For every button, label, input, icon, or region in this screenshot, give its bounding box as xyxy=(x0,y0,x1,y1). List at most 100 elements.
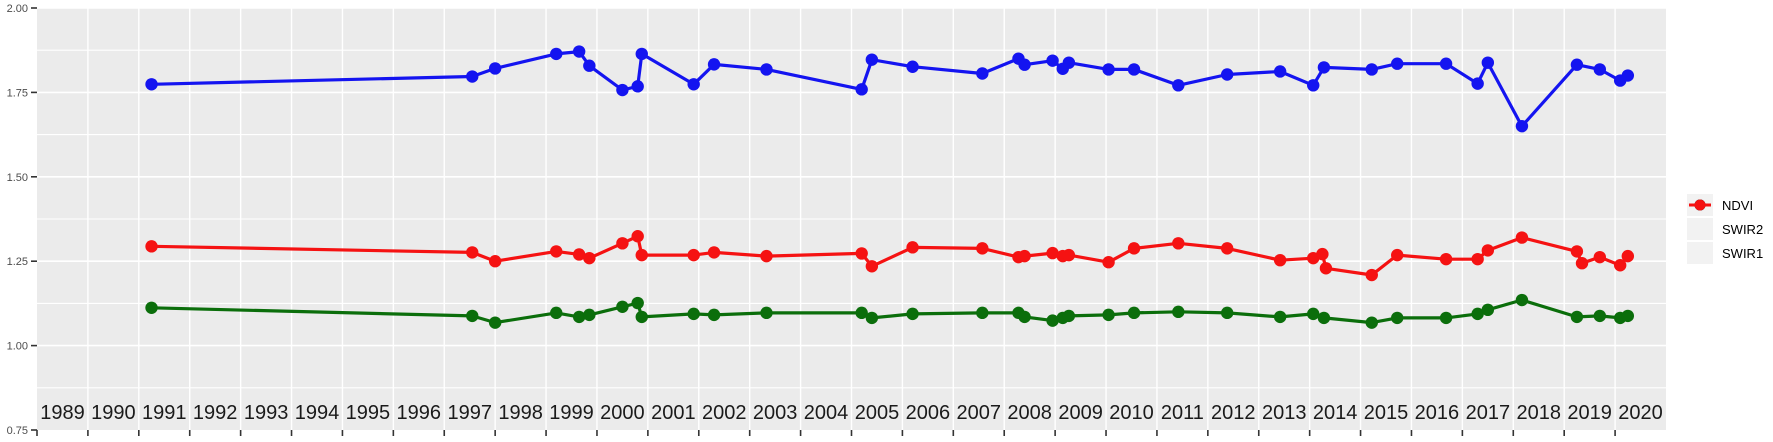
data-point-SWIR2 xyxy=(1481,303,1495,317)
data-point-SWIR1 xyxy=(1316,247,1329,261)
data-point-SWIR1 xyxy=(865,260,879,273)
x-axis-label: 2001 xyxy=(651,402,696,424)
data-point-SWIR2 xyxy=(1391,311,1404,325)
data-point-SWIR2 xyxy=(906,307,919,321)
data-point-SWIR2 xyxy=(976,306,989,320)
data-point-SWIR2 xyxy=(550,306,563,320)
data-point-SWIR1 xyxy=(1127,242,1141,255)
y-axis-label: 2.00 xyxy=(7,3,28,15)
data-point-SWIR1 xyxy=(1471,252,1484,266)
data-point-SWIR1 xyxy=(1439,252,1453,266)
data-point-SWIR2 xyxy=(760,306,773,320)
data-point-SWIR2 xyxy=(1471,307,1484,321)
y-axis-label: 1.75 xyxy=(7,87,28,99)
data-point-SWIR1 xyxy=(550,245,563,258)
data-point-SWIR1 xyxy=(687,248,700,262)
data-point-SWIR1 xyxy=(760,249,773,263)
x-axis-label: 1995 xyxy=(346,402,391,424)
x-axis-label: 1991 xyxy=(142,402,187,424)
y-axis-label: 0.75 xyxy=(7,425,28,437)
data-point-SWIR1 xyxy=(855,247,868,260)
data-point-SWIR2 xyxy=(865,311,879,325)
data-point-NDVI xyxy=(1273,65,1287,78)
data-point-NDVI xyxy=(1515,119,1529,133)
data-point-NDVI xyxy=(583,59,596,72)
data-point-NDVI xyxy=(1471,77,1484,90)
data-point-SWIR2 xyxy=(855,306,868,320)
y-axis-label: 1.50 xyxy=(7,172,28,184)
data-point-NDVI xyxy=(1102,63,1115,76)
legend-key-icon-SWIR2 xyxy=(1687,199,1713,240)
x-axis-label: 2009 xyxy=(1058,402,1103,424)
data-point-NDVI xyxy=(1172,79,1185,92)
x-axis-label: 2013 xyxy=(1262,402,1307,424)
data-point-SWIR2 xyxy=(616,300,629,313)
data-point-SWIR1 xyxy=(488,255,502,268)
data-point-NDVI xyxy=(466,70,479,83)
data-point-SWIR1 xyxy=(1481,244,1495,257)
data-point-SWIR1 xyxy=(707,246,721,259)
data-point-SWIR2 xyxy=(1046,314,1059,327)
data-point-NDVI xyxy=(1127,63,1141,76)
data-point-NDVI xyxy=(906,60,919,73)
legend-label-SWIR1: SWIR1 xyxy=(1722,245,1764,261)
data-point-NDVI xyxy=(145,78,158,91)
data-point-SWIR1 xyxy=(466,246,479,259)
data-point-NDVI xyxy=(855,83,868,96)
data-point-SWIR2 xyxy=(631,296,644,310)
x-axis-label: 1992 xyxy=(193,402,238,424)
data-point-NDVI xyxy=(1570,58,1584,71)
data-point-SWIR1 xyxy=(635,248,648,262)
data-point-SWIR1 xyxy=(1172,237,1185,250)
data-point-SWIR1 xyxy=(1319,262,1333,275)
x-axis-label: 2005 xyxy=(855,402,900,424)
x-axis-label: 1996 xyxy=(397,402,442,424)
data-point-SWIR2 xyxy=(145,301,158,314)
x-axis-label: 1993 xyxy=(244,402,289,424)
data-point-SWIR2 xyxy=(572,310,586,324)
legend-label-SWIR2: SWIR2 xyxy=(1722,221,1764,237)
data-point-SWIR2 xyxy=(1062,309,1076,323)
data-point-NDVI xyxy=(1018,58,1031,71)
data-point-SWIR1 xyxy=(1575,257,1589,270)
data-point-SWIR1 xyxy=(616,237,629,250)
data-point-SWIR1 xyxy=(1391,248,1404,262)
data-point-SWIR2 xyxy=(1172,305,1185,319)
x-axis-label: 2006 xyxy=(906,402,951,424)
y-axis-label: 1.25 xyxy=(7,256,28,268)
data-point-SWIR2 xyxy=(1127,306,1141,320)
data-point-NDVI xyxy=(635,47,648,61)
data-point-NDVI xyxy=(865,53,879,66)
data-point-SWIR2 xyxy=(1593,309,1607,323)
data-point-NDVI xyxy=(550,47,563,61)
data-point-SWIR2 xyxy=(1317,311,1331,325)
data-point-SWIR1 xyxy=(1365,268,1378,282)
x-axis-label: 2014 xyxy=(1313,402,1358,424)
data-point-SWIR1 xyxy=(1046,246,1059,260)
legend-label-NDVI: NDVI xyxy=(1722,197,1754,213)
x-axis-label: 1990 xyxy=(91,402,136,424)
data-point-SWIR1 xyxy=(1062,248,1076,262)
data-point-SWIR1 xyxy=(583,251,596,265)
x-axis-label: 2012 xyxy=(1211,402,1256,424)
data-point-SWIR2 xyxy=(1570,310,1584,324)
data-point-SWIR1 xyxy=(1515,231,1529,244)
data-point-SWIR1 xyxy=(1613,259,1627,272)
data-point-SWIR1 xyxy=(1273,253,1287,267)
data-point-NDVI xyxy=(1593,63,1607,76)
x-axis-label: 2007 xyxy=(957,402,1002,424)
data-point-NDVI xyxy=(687,78,700,91)
legend-key-icon-SWIR1 xyxy=(1687,199,1713,264)
data-point-SWIR2 xyxy=(583,308,596,322)
data-point-NDVI xyxy=(1439,57,1453,70)
data-point-NDVI xyxy=(760,63,773,76)
data-point-NDVI xyxy=(572,45,586,58)
x-axis-label: 2003 xyxy=(753,402,798,424)
data-point-SWIR2 xyxy=(707,308,721,322)
data-point-NDVI xyxy=(1365,63,1378,76)
x-axis-label: 1989 xyxy=(40,402,85,424)
x-axis-label: 2020 xyxy=(1618,402,1663,424)
data-point-NDVI xyxy=(1481,56,1495,69)
x-axis-label: 2015 xyxy=(1364,402,1409,424)
